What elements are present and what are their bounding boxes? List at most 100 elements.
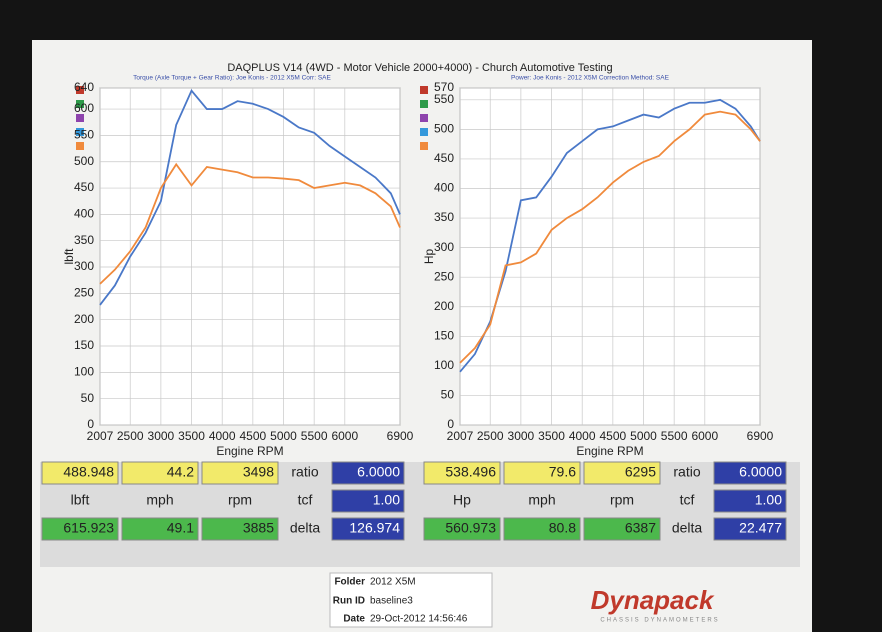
y-tick-label: 50 (441, 388, 455, 402)
x-tick-label: 4500 (239, 429, 266, 443)
report-title: DAQPLUS V14 (4WD - Motor Vehicle 2000+40… (227, 62, 612, 74)
x-tick-label: 2007 (447, 429, 474, 443)
readout-cell (201, 461, 279, 485)
readout-cell (331, 517, 405, 541)
x-tick-label: 4500 (599, 429, 626, 443)
readout-text: tcf (298, 492, 313, 508)
footer-label: Folder (334, 577, 365, 588)
readout-cell (503, 517, 581, 541)
readout-cell (713, 489, 787, 513)
readout-text: ratio (673, 464, 700, 480)
y-tick-label: 500 (434, 122, 454, 136)
y-tick-label: 640 (74, 80, 94, 94)
readout-text: 538.496 (445, 464, 496, 480)
footer-value: 2012 X5M (370, 577, 416, 588)
y-tick-label: 450 (74, 180, 94, 194)
y-tick-label: 300 (74, 259, 94, 273)
y-tick-label: 400 (74, 207, 94, 221)
y-tick-label: 600 (74, 101, 94, 115)
chart-subtitle: Torque (Axle Torque + Gear Ratio): Joe K… (133, 75, 331, 82)
chart-subtitle: Power: Joe Konis - 2012 X5M Correction M… (511, 75, 670, 82)
x-tick-label: 5500 (661, 429, 688, 443)
y-tick-label: 150 (434, 328, 454, 342)
legend-swatches (76, 86, 428, 150)
readout-text: 488.948 (63, 464, 114, 480)
y-tick-label: 200 (74, 312, 94, 326)
series-line (99, 162, 401, 285)
x-tick-label: 6900 (387, 429, 414, 443)
readout-text: Hp (453, 492, 471, 508)
readout-text: 49.1 (167, 520, 194, 536)
readout-text: 560.973 (445, 520, 496, 536)
y-tick-label: 200 (434, 299, 454, 313)
readout-text: 80.8 (549, 520, 576, 536)
readout-text: 615.923 (63, 520, 114, 536)
x-tick-label: 4000 (569, 429, 596, 443)
readout-text: rpm (610, 492, 634, 508)
x-tick-label: 3000 (508, 429, 535, 443)
readout-text: tcf (680, 492, 695, 508)
x-axis-label: Engine RPM (216, 444, 283, 458)
y-tick-label: 550 (434, 92, 454, 106)
y-axis-label: Hp (422, 249, 436, 265)
logo: Dynapack (591, 585, 715, 615)
readout-text: 6.0000 (739, 464, 782, 480)
readout-text: 6295 (625, 464, 656, 480)
readout-cell (331, 489, 405, 513)
readout-cell (423, 517, 501, 541)
y-tick-label: 100 (434, 358, 454, 372)
readout-text: 3885 (243, 520, 274, 536)
series-line (99, 88, 401, 306)
readout-text: ratio (291, 464, 318, 480)
y-tick-label: 50 (81, 391, 95, 405)
y-tick-label: 250 (74, 286, 94, 300)
readout-cell (41, 517, 119, 541)
footer-box (329, 572, 493, 628)
y-tick-label: 500 (74, 154, 94, 168)
footer-label: Run ID (333, 596, 365, 607)
x-tick-label: 2500 (477, 429, 504, 443)
x-tick-label: 4000 (209, 429, 236, 443)
readout-text: 79.6 (549, 464, 576, 480)
footer-value: baseline3 (370, 596, 413, 607)
readout-cell (583, 517, 661, 541)
x-axis-label: Engine RPM (576, 444, 643, 458)
x-tick-label: 6900 (747, 429, 774, 443)
readout-text: delta (290, 520, 321, 536)
x-tick-label: 5000 (630, 429, 657, 443)
footer-label: Date (343, 614, 365, 625)
plot-area (99, 87, 401, 426)
x-tick-label: 3000 (148, 429, 175, 443)
y-tick-label: 300 (434, 240, 454, 254)
readout-cell (201, 517, 279, 541)
footer-value: 29-Oct-2012 14:56:46 (370, 614, 468, 625)
y-tick-label: 150 (74, 338, 94, 352)
x-tick-label: 5000 (270, 429, 297, 443)
readout-text: 44.2 (167, 464, 194, 480)
readout-text: 1.00 (373, 492, 400, 508)
y-tick-label: 400 (434, 181, 454, 195)
x-tick-label: 5500 (301, 429, 328, 443)
readout-text: mph (528, 492, 555, 508)
readout-cell (121, 461, 199, 485)
y-tick-label: 350 (74, 233, 94, 247)
readout-cell (331, 461, 405, 485)
readout-cell (583, 461, 661, 485)
readout-cell (713, 461, 787, 485)
x-tick-label: 2007 (87, 429, 114, 443)
y-tick-label: 550 (74, 128, 94, 142)
readout-text: 1.00 (755, 492, 782, 508)
readout-cell (713, 517, 787, 541)
readout-text: delta (672, 520, 703, 536)
y-tick-label: 0 (447, 417, 454, 431)
readout-cell (423, 461, 501, 485)
readout-cell (41, 461, 119, 485)
y-tick-label: 570 (434, 80, 454, 94)
y-axis-label: lbft (62, 248, 76, 265)
y-tick-label: 100 (74, 365, 94, 379)
readout-text: 22.477 (739, 520, 782, 536)
readout-text: lbft (71, 492, 90, 508)
readout-text: 3498 (243, 464, 274, 480)
x-tick-label: 2500 (117, 429, 144, 443)
